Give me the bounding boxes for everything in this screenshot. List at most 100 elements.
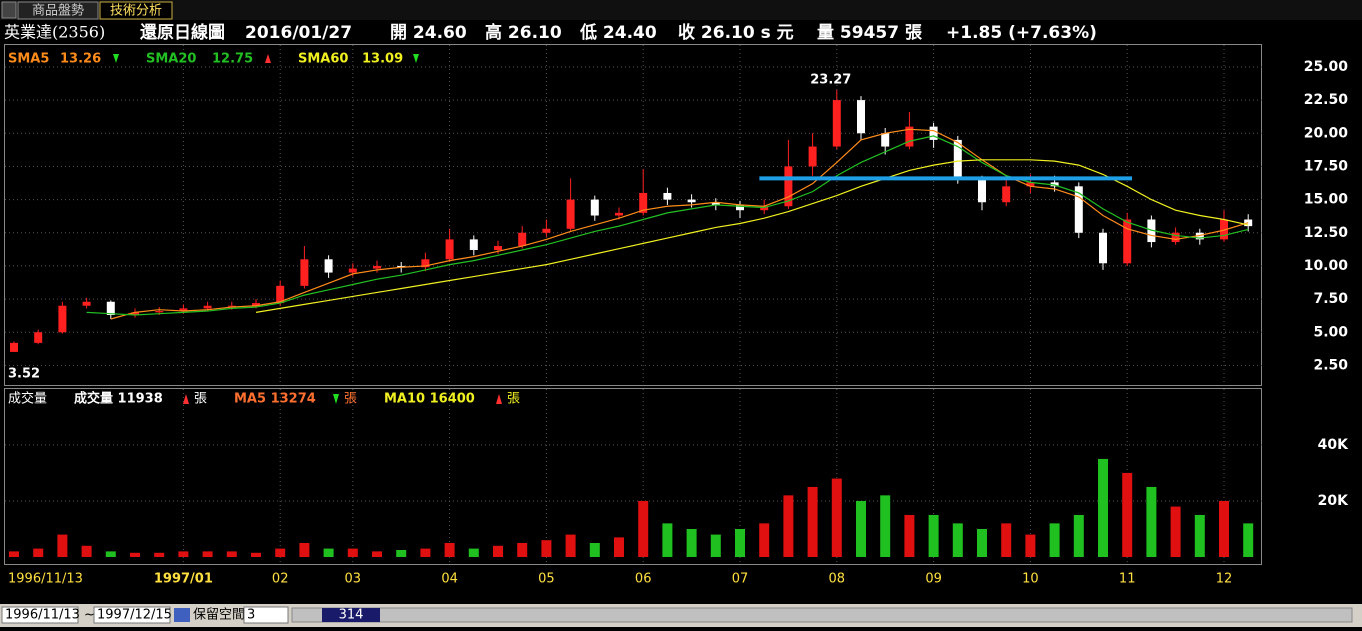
candle-body xyxy=(421,259,430,268)
down-arrow xyxy=(113,54,119,63)
icon-button[interactable] xyxy=(174,608,190,622)
candle-body xyxy=(494,246,502,251)
volume-bar xyxy=(565,534,576,557)
candle-body xyxy=(590,199,599,216)
high: 高 26.10 xyxy=(485,22,562,43)
candle-body xyxy=(300,259,309,286)
date-select[interactable] xyxy=(93,606,171,624)
candle-body xyxy=(1074,186,1083,233)
volume-bar xyxy=(372,551,382,557)
volume-bar xyxy=(1001,523,1012,557)
sma-line xyxy=(255,159,1249,313)
scroll-thumb[interactable] xyxy=(322,608,380,622)
volume-title: 成交量 xyxy=(8,391,47,407)
unit: 張 xyxy=(344,392,357,407)
y-tick-label: 5.00 xyxy=(1313,324,1348,340)
legend-value: 12.75 xyxy=(212,52,253,67)
volume-bar xyxy=(1243,523,1254,557)
ma10: MA10 16400 xyxy=(384,392,475,407)
tab[interactable] xyxy=(17,1,99,20)
y-tick-label: 25.00 xyxy=(1304,59,1349,75)
volume-bar xyxy=(226,551,237,557)
tab-bar xyxy=(0,0,1362,20)
end-date[interactable]: 1997/12/15 xyxy=(97,608,172,623)
volume-bar xyxy=(880,495,891,557)
x-tick-label: 06 xyxy=(635,572,652,587)
candle-body xyxy=(397,265,406,268)
volume-bar xyxy=(1098,458,1108,557)
volume-bar xyxy=(178,551,189,557)
high-label: 23.27 xyxy=(810,72,851,87)
up-arrow xyxy=(265,54,271,63)
volume-bar xyxy=(541,540,552,557)
down-arrow xyxy=(333,394,339,404)
candle-body xyxy=(10,342,18,352)
candle-body xyxy=(978,179,986,203)
price-panel xyxy=(4,44,1262,386)
candle-body xyxy=(1220,219,1228,240)
y-tick-label: 12.50 xyxy=(1304,225,1349,241)
volume-bar xyxy=(735,528,745,557)
volume-bar xyxy=(105,551,116,557)
volume-bar xyxy=(347,548,358,557)
volume-bar xyxy=(299,542,310,557)
candle-body xyxy=(1147,219,1156,243)
scrollbar[interactable] xyxy=(291,607,1353,623)
volume-bar xyxy=(1170,506,1181,557)
candle-body xyxy=(227,305,236,307)
candle-body xyxy=(252,303,260,306)
volume-bar xyxy=(977,528,987,557)
volume-bar xyxy=(444,542,455,557)
candle-body xyxy=(1123,219,1132,264)
x-tick-label: 1997/01 xyxy=(154,572,213,587)
volume-value: 成交量 11938 xyxy=(74,391,163,407)
candle-body xyxy=(1026,182,1035,187)
candle-body xyxy=(711,202,720,205)
up-arrow xyxy=(496,394,502,404)
volume-bar xyxy=(1146,486,1157,557)
volume-bar xyxy=(928,514,939,557)
candle-body xyxy=(324,259,333,273)
candle-body xyxy=(663,192,672,200)
candle-body xyxy=(760,206,769,211)
plot: 2.50 5.00 7.50 10.00 12.50 15.00 17.50 20.00 22.… xyxy=(5,45,1349,587)
volume-bar xyxy=(807,486,818,557)
candle-body xyxy=(881,133,890,147)
spin-input[interactable] xyxy=(243,606,289,624)
tab-active[interactable] xyxy=(99,1,173,20)
volume-bar xyxy=(589,542,600,557)
candle-body xyxy=(469,239,478,251)
candle-body xyxy=(1195,232,1204,240)
candle-body xyxy=(808,146,817,167)
space-value[interactable]: 3 xyxy=(247,608,255,623)
candle-body xyxy=(1002,186,1011,203)
candle-body xyxy=(857,100,865,134)
count: 314 xyxy=(339,608,364,623)
unit: 張 xyxy=(194,392,207,407)
start-date[interactable]: 1996/11/13 xyxy=(5,608,80,623)
volume-bar xyxy=(1025,534,1036,557)
menu-button[interactable] xyxy=(1,1,17,19)
ma5: MA5 13274 xyxy=(234,392,316,407)
sma-line xyxy=(110,128,1249,320)
volume: 量 59457 張 xyxy=(817,22,923,43)
y-tick-label: 2.50 xyxy=(1313,357,1348,373)
up-arrow xyxy=(183,394,189,404)
tab-label[interactable]: 商品盤勢 xyxy=(32,4,84,19)
y-tick-label: 10.00 xyxy=(1304,258,1349,274)
candle-body xyxy=(905,126,914,147)
volume-bar xyxy=(154,552,165,557)
volume-bar xyxy=(57,534,68,557)
date-select[interactable] xyxy=(1,606,79,624)
volume-bar xyxy=(81,545,92,557)
legend-value: 13.09 xyxy=(362,52,403,67)
volume-bar xyxy=(420,548,431,557)
volume-bar xyxy=(130,552,140,557)
x-tick-label: 09 xyxy=(925,572,942,587)
tab-label[interactable]: 技術分析 xyxy=(110,4,162,19)
x-tick-label: 07 xyxy=(732,572,749,587)
volume-bar xyxy=(251,552,261,557)
volume-bar xyxy=(686,528,697,557)
candle-body xyxy=(445,239,454,260)
